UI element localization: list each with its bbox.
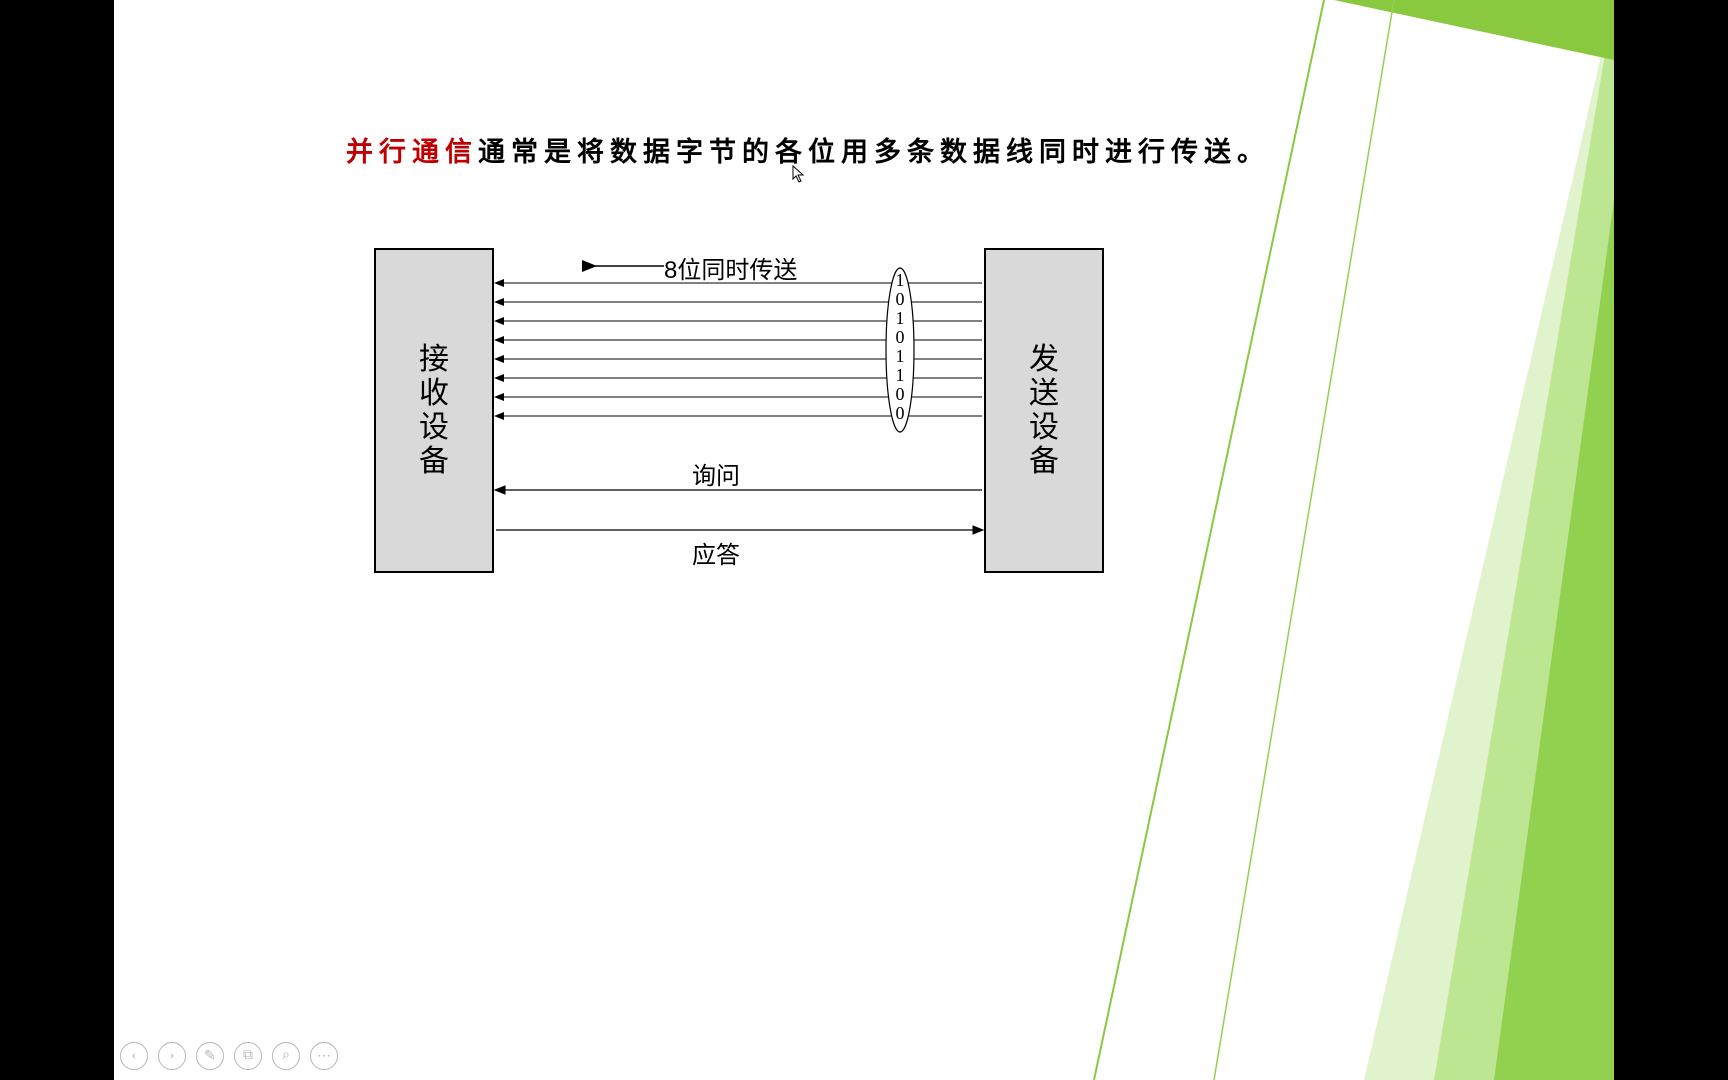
heading-rest: 通常是将数据字节的各位用多条数据线同时进行传送。 <box>478 137 1270 167</box>
receiver-label: 接 收 设 备 <box>419 343 449 479</box>
next-slide-button[interactable]: › <box>158 1042 186 1070</box>
query-label: 询问 <box>692 456 740 491</box>
bit: 0 <box>896 328 905 347</box>
bit: 1 <box>896 347 905 366</box>
heading: 并行通信通常是将数据字节的各位用多条数据线同时进行传送。 <box>346 130 1270 169</box>
sender-label: 发 送 设 备 <box>1029 343 1059 479</box>
presenter-toolbar: ‹ › ✎ ⧉ ⌕ ⋯ <box>120 1042 338 1070</box>
prev-slide-button[interactable]: ‹ <box>120 1042 148 1070</box>
bit: 0 <box>896 290 905 309</box>
data-bits-column: 1 0 1 0 1 1 0 0 <box>888 271 912 423</box>
slide-show-button[interactable]: ⧉ <box>234 1042 262 1070</box>
bit: 1 <box>896 366 905 385</box>
bit: 1 <box>896 271 905 290</box>
zoom-button[interactable]: ⌕ <box>272 1042 300 1070</box>
data-lines-label: 8位同时传送 <box>664 250 797 285</box>
bit: 1 <box>896 309 905 328</box>
reply-label: 应答 <box>692 535 740 570</box>
parallel-comm-diagram: 8位同时传送 1 0 1 0 1 1 0 0 询问 应答 接 收 设 备 发 送… <box>374 248 1104 573</box>
pen-button[interactable]: ✎ <box>196 1042 224 1070</box>
bit: 0 <box>896 404 905 423</box>
slide: 并行通信通常是将数据字节的各位用多条数据线同时进行传送。 <box>114 0 1614 1080</box>
heading-highlight: 并行通信 <box>346 137 478 167</box>
cursor-icon <box>792 165 806 188</box>
more-button[interactable]: ⋯ <box>310 1042 338 1070</box>
receiver-box: 接 收 设 备 <box>374 248 494 573</box>
sender-box: 发 送 设 备 <box>984 248 1104 573</box>
bit: 0 <box>896 385 905 404</box>
